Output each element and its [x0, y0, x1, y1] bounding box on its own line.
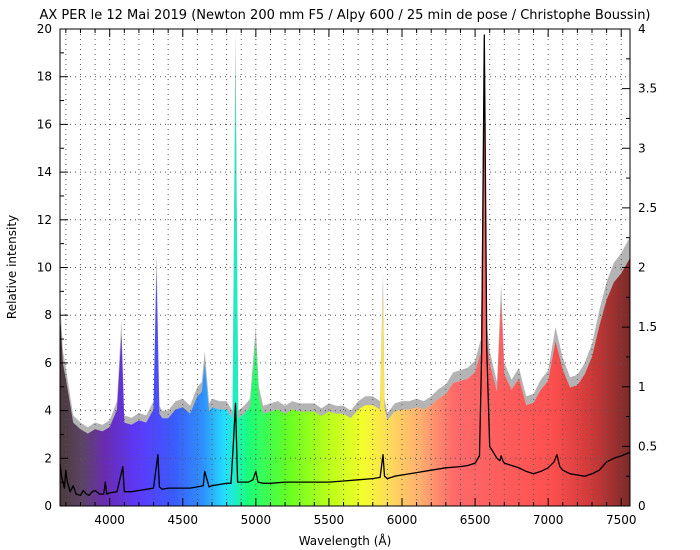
x-tick-label: 4500 [167, 513, 198, 527]
y2-tick-label: 4 [638, 22, 646, 36]
x-tick-label: 7000 [533, 513, 564, 527]
grid [60, 29, 630, 506]
y2-tick-label: 0 [638, 499, 646, 513]
chart-title: AX PER le 12 Mai 2019 (Newton 200 mm F5 … [39, 8, 650, 23]
y-tick-label: 4 [44, 404, 52, 418]
y-tick-label: 20 [37, 22, 52, 36]
y-tick-label: 16 [37, 117, 52, 131]
y-tick-label: 14 [37, 165, 52, 179]
y-tick-label: 10 [37, 261, 52, 275]
y-tick-label: 2 [44, 451, 52, 465]
x-axis-label: Wavelength (Å) [299, 533, 392, 548]
y2-tick-label: 1 [638, 380, 646, 394]
y-tick-label: 12 [37, 213, 52, 227]
y-axis-label: Relative intensity [5, 215, 19, 319]
y-tick-label: 0 [44, 499, 52, 513]
x-tick-label: 5000 [241, 513, 272, 527]
y2-tick-label: 3.5 [638, 82, 657, 96]
x-tick-label: 5500 [314, 513, 345, 527]
axis-ticks: 4000 4500 5000 5500 6000 6500 7000 750002468101… [37, 22, 657, 527]
y-tick-label: 6 [44, 356, 52, 370]
y2-tick-label: 0.5 [638, 439, 657, 453]
y2-tick-label: 3 [638, 141, 646, 155]
normalized-spectrum-line [60, 34, 630, 496]
y-tick-label: 8 [44, 308, 52, 322]
y2-tick-label: 2.5 [638, 201, 657, 215]
y-tick-label: 18 [37, 70, 52, 84]
x-tick-label: 4000 [94, 513, 125, 527]
x-tick-label: 6500 [460, 513, 491, 527]
y2-tick-label: 2 [638, 261, 646, 275]
y2-tick-label: 1.5 [638, 320, 657, 334]
x-tick-label: 7500 [606, 513, 637, 527]
x-tick-label: 6000 [387, 513, 418, 527]
line-layer [60, 34, 630, 496]
